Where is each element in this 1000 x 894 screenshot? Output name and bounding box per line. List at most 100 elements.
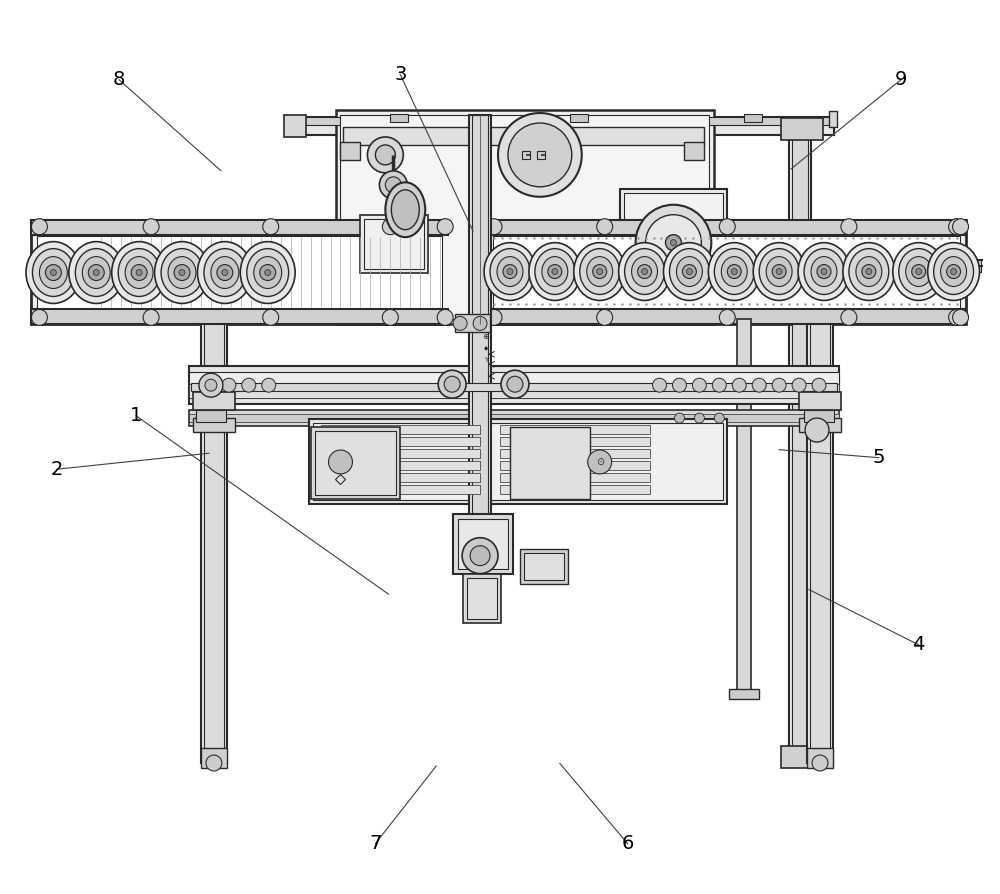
Circle shape [453,316,467,331]
Ellipse shape [112,241,167,303]
Circle shape [202,378,216,392]
Circle shape [841,219,857,234]
Circle shape [385,177,401,193]
Circle shape [732,378,746,392]
Ellipse shape [811,257,837,286]
Bar [467,578,497,620]
Bar [201,748,227,768]
Text: 5: 5 [873,448,885,468]
Text: ⊕: ⊕ [483,332,490,341]
Circle shape [263,219,279,234]
Circle shape [817,265,831,279]
Circle shape [670,240,676,246]
Ellipse shape [714,249,754,294]
Circle shape [88,265,104,281]
Circle shape [593,265,607,279]
Ellipse shape [490,249,530,294]
Ellipse shape [619,242,670,300]
Circle shape [752,378,766,392]
Circle shape [507,376,523,392]
Ellipse shape [535,249,575,294]
Circle shape [507,268,513,274]
Circle shape [508,123,572,187]
Circle shape [263,309,279,325]
Bar [286,117,834,135]
Ellipse shape [804,249,844,294]
Circle shape [470,545,490,566]
Ellipse shape [391,190,419,230]
Text: 1: 1 [130,406,142,426]
Ellipse shape [574,242,626,300]
Ellipse shape [721,257,747,286]
Circle shape [805,418,829,442]
Ellipse shape [632,257,658,286]
Bar [284,115,306,137]
Ellipse shape [580,249,620,294]
Bar [455,315,490,333]
Circle shape [719,219,735,234]
Circle shape [804,413,814,423]
Circle shape [772,378,786,392]
Circle shape [260,265,276,281]
Text: 3: 3 [394,65,406,84]
Bar [309,419,727,504]
Bar [510,427,590,499]
Bar [340,142,360,160]
Circle shape [821,268,827,274]
Bar [458,519,508,569]
Bar [340,115,709,319]
Circle shape [375,145,395,164]
Text: ◆: ◆ [484,346,488,350]
Ellipse shape [893,242,945,300]
Circle shape [367,137,403,173]
Circle shape [792,378,806,392]
Circle shape [462,537,498,574]
Bar [620,189,727,297]
Ellipse shape [211,257,239,289]
Circle shape [444,376,460,392]
Circle shape [642,268,648,274]
Circle shape [93,270,99,275]
Ellipse shape [247,249,289,297]
Circle shape [912,265,926,279]
Bar [204,419,224,763]
Bar [364,219,424,268]
Circle shape [682,265,696,279]
Bar [729,689,759,699]
Ellipse shape [941,257,967,286]
Ellipse shape [542,257,568,286]
Circle shape [379,171,407,198]
Bar [189,372,839,398]
Circle shape [916,268,922,274]
Circle shape [824,413,834,423]
Circle shape [265,270,271,275]
Circle shape [382,219,398,234]
Bar [744,114,762,122]
Text: 9: 9 [895,71,907,89]
Circle shape [50,270,56,275]
Ellipse shape [856,257,882,286]
Circle shape [143,219,159,234]
Bar [321,425,480,434]
Text: Y: Y [484,358,488,363]
Circle shape [949,219,965,234]
Circle shape [951,268,957,274]
Circle shape [947,265,961,279]
Bar [321,449,480,458]
Circle shape [136,270,142,275]
Ellipse shape [497,257,523,286]
Ellipse shape [197,241,252,303]
Bar [315,431,396,495]
Bar [189,384,839,398]
Bar [189,410,839,426]
Bar [321,461,480,470]
Bar [807,419,833,763]
Circle shape [597,219,613,234]
Bar [31,309,448,325]
Ellipse shape [118,249,160,297]
Circle shape [692,378,706,392]
Circle shape [179,270,185,275]
Bar [810,419,830,763]
Ellipse shape [484,242,536,300]
Circle shape [638,265,652,279]
